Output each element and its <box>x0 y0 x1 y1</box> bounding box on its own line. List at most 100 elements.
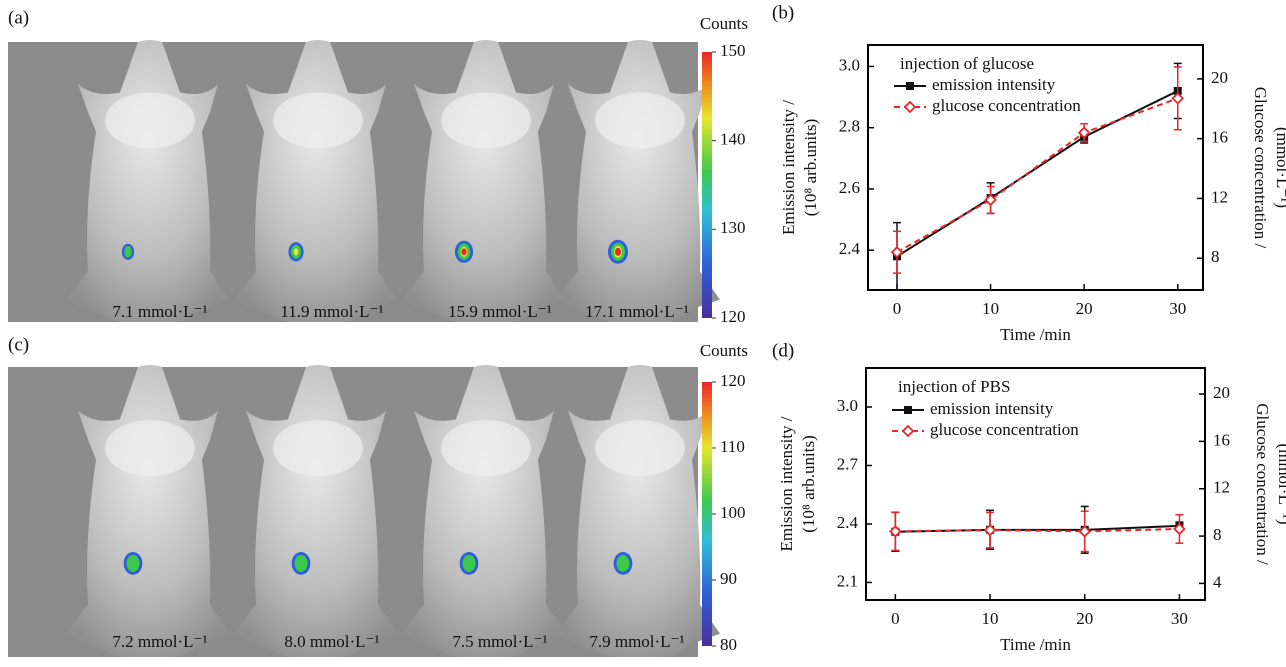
colorbar-tick-label: 80 <box>720 635 737 654</box>
y-tick-label: 2.1 <box>837 571 858 590</box>
x-tick-label: 20 <box>1076 299 1093 318</box>
colorbar-tick-label: 120 <box>720 371 746 390</box>
y2-axis-label: Glucose concentration / <box>1253 403 1272 565</box>
data-point <box>983 523 997 537</box>
x-tick-label: 20 <box>1076 609 1093 628</box>
legend-label: glucose concentration <box>932 96 1081 115</box>
data-point <box>1078 525 1092 538</box>
hotspot <box>461 248 467 256</box>
mouse-chest <box>273 420 363 477</box>
mouse-chest <box>105 420 195 477</box>
mouse-chest <box>273 92 363 149</box>
legend-marker <box>906 82 914 90</box>
hotspot <box>616 554 630 572</box>
colorbar-tick-label: 90 <box>720 569 737 588</box>
colorbar-tick-label: 100 <box>720 503 746 522</box>
y2-tick-label: 8 <box>1211 247 1220 266</box>
y2-tick-label: 4 <box>1213 572 1222 591</box>
data-point <box>890 245 904 259</box>
colorbar-tick-label: 130 <box>720 218 746 237</box>
colorbar-title: Counts <box>700 14 748 33</box>
y2-tick-label: 20 <box>1213 383 1230 402</box>
x-tick-label: 0 <box>893 299 902 318</box>
x-tick-label: 30 <box>1171 609 1188 628</box>
y-tick-label: 2.7 <box>837 454 859 473</box>
panel-label: (b) <box>772 2 794 23</box>
colorbar-tick-label: 150 <box>720 41 746 60</box>
colorbar-tick-label: 110 <box>720 437 745 456</box>
hotspot <box>126 554 140 572</box>
legend-title: injection of PBS <box>898 377 1010 396</box>
image-label: 7.2 mmol·L⁻¹ <box>112 632 207 651</box>
plot-frame <box>865 367 1206 601</box>
y-tick-label: 2.8 <box>839 117 860 136</box>
data-point <box>1171 92 1185 105</box>
data-line <box>896 97 1179 254</box>
mouse-chest <box>105 92 195 149</box>
plot-frame <box>867 44 1204 291</box>
y2-tick-label: 20 <box>1211 68 1228 87</box>
y2-tick-label: 8 <box>1213 525 1222 544</box>
image-label: 11.9 mmol·L⁻¹ <box>280 302 383 321</box>
y2-axis-label: Glucose concentration / <box>1251 87 1270 249</box>
data-line <box>895 527 1180 533</box>
mouse-chest <box>441 420 531 477</box>
x-tick-label: 30 <box>1169 299 1186 318</box>
hotspot <box>293 248 299 256</box>
y2-tick-label: 16 <box>1213 430 1230 449</box>
y2-axis-label: (mmol·L⁻¹) <box>1275 443 1286 524</box>
image-label: 7.5 mmol·L⁻¹ <box>452 632 547 651</box>
colorbar-tick-label: 140 <box>720 130 746 149</box>
image-label: 7.1 mmol·L⁻¹ <box>112 302 207 321</box>
y2-tick-label: 16 <box>1211 128 1228 147</box>
colorbar <box>702 382 712 646</box>
data-line <box>896 90 1179 258</box>
data-point <box>889 525 902 538</box>
image-label: 7.9 mmol·L⁻¹ <box>589 632 684 651</box>
legend-marker <box>903 100 917 114</box>
y-axis-label: (10⁸ arb.units) <box>801 119 820 217</box>
mouse-chest <box>441 92 531 149</box>
hotspot <box>124 246 132 258</box>
data-point <box>1173 522 1186 536</box>
hotspot <box>294 554 308 572</box>
y-axis-label: Emission intensity / <box>777 416 796 551</box>
y2-axis-label: (mmol·L⁻¹) <box>1273 127 1286 208</box>
image-label: 15.9 mmol·L⁻¹ <box>448 302 552 321</box>
panel-label: (d) <box>772 340 794 361</box>
image-label: 8.0 mmol·L⁻¹ <box>284 632 379 651</box>
x-axis-label: Time /min <box>1000 635 1071 654</box>
y-tick-label: 2.4 <box>839 239 861 258</box>
x-tick-label: 0 <box>891 609 900 628</box>
y2-tick-label: 12 <box>1211 187 1228 206</box>
x-tick-label: 10 <box>982 299 999 318</box>
y2-tick-label: 12 <box>1213 478 1230 497</box>
legend-title: injection of glucose <box>900 54 1034 73</box>
image-label: 17.1 mmol·L⁻¹ <box>585 302 689 321</box>
legend-label: emission intensity <box>930 399 1054 418</box>
mouse-chest <box>595 420 685 477</box>
hotspot <box>462 554 476 572</box>
legend-marker <box>901 424 915 438</box>
y-axis-label: Emission intensity / <box>779 100 798 235</box>
panel-label: (c) <box>8 334 29 355</box>
colorbar-title: Counts <box>700 341 748 360</box>
hotspot <box>615 247 621 256</box>
colorbar <box>702 52 712 318</box>
y-tick-label: 2.4 <box>837 513 859 532</box>
colorbar-tick-label: 120 <box>720 307 746 326</box>
y-tick-label: 3.0 <box>837 396 858 415</box>
y-tick-label: 2.6 <box>839 178 860 197</box>
x-tick-label: 10 <box>982 609 999 628</box>
mouse-chest <box>595 92 685 149</box>
legend-label: glucose concentration <box>930 420 1079 439</box>
legend-label: emission intensity <box>932 75 1056 94</box>
x-axis-label: Time /min <box>1000 325 1071 344</box>
y-axis-label: (10⁸ arb.units) <box>799 435 818 533</box>
panel-label: (a) <box>8 7 29 28</box>
legend-marker <box>904 406 912 414</box>
y-tick-label: 3.0 <box>839 55 860 74</box>
data-point <box>984 193 997 207</box>
data-point <box>1077 126 1091 139</box>
